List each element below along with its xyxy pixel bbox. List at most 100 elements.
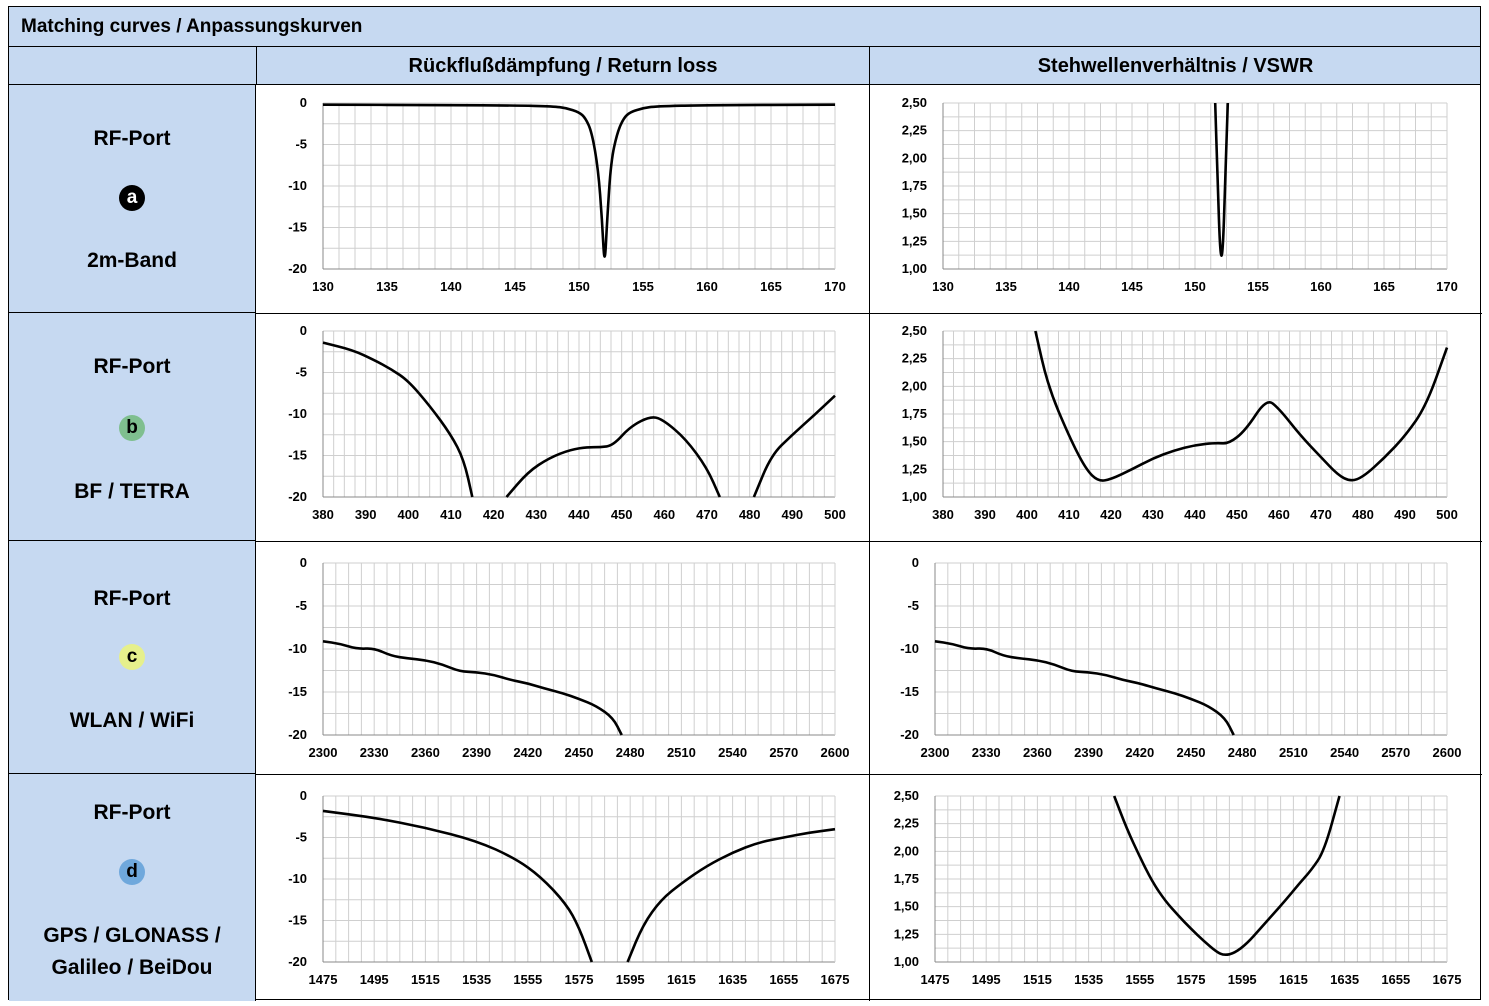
x-tick-label: 1575 [1177,972,1206,987]
x-tick-label: 155 [1247,279,1269,294]
x-tick-label: 145 [504,279,526,294]
series-line [1034,330,1449,482]
series-line [1213,102,1230,257]
x-tick-label: 490 [1394,507,1416,522]
port-badge-d: d [119,859,145,885]
x-tick-label: 1655 [769,972,798,987]
x-tick-label: 140 [440,279,462,294]
x-tick-label: 155 [632,279,654,294]
x-tick-label: 410 [1058,507,1080,522]
x-tick-label: 1575 [565,972,594,987]
x-tick-label: 160 [1310,279,1332,294]
port-band: GPS / GLONASS / Galileo / BeiDou [43,924,221,979]
y-tick-label: 2,50 [902,323,927,338]
series-line [1112,795,1341,957]
x-tick-label: 2420 [1125,745,1154,760]
x-tick-label: 1595 [1228,972,1257,987]
y-tick-label: 1,50 [902,434,927,449]
y-tick-label: 1,75 [902,406,927,421]
y-tick-label: 1,50 [902,206,927,221]
y-tick-label: 0 [912,555,919,570]
series-line [626,827,836,963]
y-tick-label: -10 [288,641,307,656]
port-title: RF-Port [93,801,171,824]
y-tick-label: -5 [295,598,307,613]
x-tick-label: 430 [525,507,547,522]
x-tick-label: 130 [312,279,334,294]
x-tick-label: 390 [974,507,996,522]
x-tick-label: 400 [397,507,419,522]
x-tick-label: 2420 [513,745,542,760]
x-tick-label: 150 [1184,279,1206,294]
x-tick-label: 470 [1310,507,1332,522]
x-tick-label: 2450 [565,745,594,760]
return-loss-chart-wlan: 2300 2330 2360 2390 2420 2450 2480 2510 2540 2570… [288,555,849,760]
x-tick-label: 490 [781,507,803,522]
vswr-chart-wlan: 2300 2330 2360 2390 2420 2450 2480 2510 2540 2570… [900,555,1462,760]
y-tick-label: -5 [295,830,307,845]
x-tick-label: 410 [440,507,462,522]
y-tick-label: 0 [300,95,307,110]
y-tick-label: 2,25 [902,123,927,138]
vswr-chart-tetra: 380 390 400 410 420 430 440 450 460 470 480 490 500 2… [902,323,1458,522]
y-tick-label: -10 [288,871,307,886]
table-title: Matching curves / Anpassungskurven [21,16,363,37]
x-tick-label: 170 [1436,279,1458,294]
x-tick-label: 145 [1121,279,1143,294]
port-badge-b: b [119,415,145,441]
x-tick-label: 2450 [1177,745,1206,760]
y-tick-label: -20 [288,727,307,742]
port-title: RF-Port [93,127,171,150]
x-tick-label: 140 [1058,279,1080,294]
return-loss-chart-gnss: 1475 1495 1515 1535 1555 1575 1595 1615 1635 1655… [288,788,849,987]
x-tick-label: 1635 [718,972,747,987]
x-tick-label: 2330 [360,745,389,760]
x-tick-label: 1675 [1433,972,1462,987]
x-tick-label: 2570 [1381,745,1410,760]
x-tick-label: 1655 [1381,972,1410,987]
y-tick-label: -15 [288,913,307,928]
x-tick-label: 2570 [769,745,798,760]
x-tick-label: 165 [760,279,782,294]
x-tick-label: 420 [483,507,505,522]
return-loss-header: Rückflußdämpfung / Return loss [256,47,869,85]
y-tick-label: 2,00 [902,378,927,393]
x-tick-label: 2480 [1228,745,1257,760]
y-tick-label: -20 [288,261,307,276]
x-tick-label: 2540 [1330,745,1359,760]
vswr-header: Stehwellenverhältnis / VSWR [869,47,1481,85]
return-loss-chart-2m: 130 135 140 145 150 155 160 165 170 0 -5 -10 -15 -20 [288,95,846,294]
x-tick-label: 135 [995,279,1017,294]
y-tick-label: 2,25 [894,816,919,831]
x-tick-label: 2360 [411,745,440,760]
x-tick-label: 1515 [411,972,440,987]
x-tick-label: 480 [1352,507,1374,522]
series-line [322,103,836,258]
x-tick-label: 2300 [921,745,950,760]
x-tick-label: 380 [932,507,954,522]
y-tick-label: 1,25 [902,461,927,476]
x-tick-label: 2600 [1433,745,1462,760]
x-tick-label: 400 [1016,507,1038,522]
row-label-d: RF-Port d GPS / GLONASS / Galileo / BeiD… [9,774,256,1001]
x-tick-label: 480 [739,507,761,522]
row-label-b: RF-Port b BF / TETRA [9,313,256,541]
y-tick-label: 2,00 [894,843,919,858]
series-line [322,809,594,963]
y-tick-label: 1,25 [902,233,927,248]
x-tick-label: 165 [1373,279,1395,294]
x-tick-label: 450 [611,507,633,522]
x-tick-label: 1535 [1074,972,1103,987]
y-tick-label: 1,00 [902,489,927,504]
x-tick-label: 1635 [1330,972,1359,987]
port-badge-a: a [119,185,145,211]
port-title: RF-Port [93,587,171,610]
y-tick-label: 0 [300,323,307,338]
y-tick-label: -15 [900,684,919,699]
y-tick-label: -20 [288,489,307,504]
x-tick-label: 2480 [616,745,645,760]
x-tick-label: 1475 [921,972,950,987]
x-tick-label: 460 [653,507,675,522]
x-tick-label: 500 [1436,507,1458,522]
port-band: 2m-Band [87,249,177,272]
